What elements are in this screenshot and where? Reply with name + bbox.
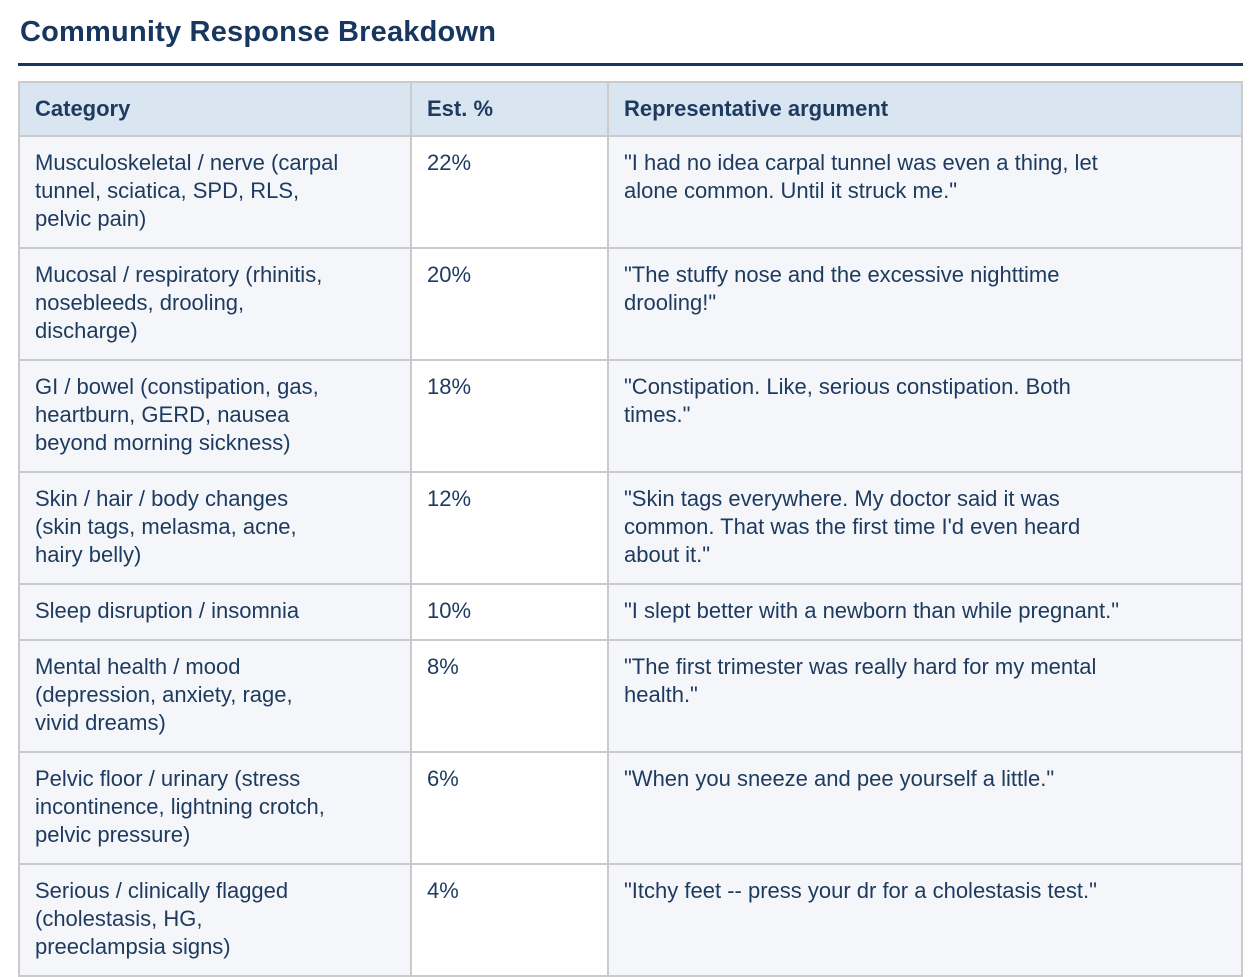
percent-cell: 4% bbox=[410, 863, 609, 977]
category-cell: Musculoskeletal / nerve (carpal tunnel, … bbox=[18, 135, 412, 249]
quote-cell: "Itchy feet -- press your dr for a chole… bbox=[607, 863, 1243, 977]
category-cell: Skin / hair / body changes (skin tags, m… bbox=[18, 471, 412, 585]
page-title: Community Response Breakdown bbox=[20, 16, 497, 48]
percent-cell: 22% bbox=[410, 135, 609, 249]
percent-cell: 6% bbox=[410, 751, 609, 865]
header-representative-argument: Representative argument bbox=[607, 81, 1243, 137]
header-category: Category bbox=[18, 81, 412, 137]
quote-cell: "When you sneeze and pee yourself a litt… bbox=[607, 751, 1243, 865]
quote-cell: "I had no idea carpal tunnel was even a … bbox=[607, 135, 1243, 249]
table-row: Skin / hair / body changes (skin tags, m… bbox=[18, 471, 1243, 585]
header-est-pct: Est. % bbox=[410, 81, 609, 137]
percent-cell: 10% bbox=[410, 583, 609, 641]
table-row: Sleep disruption / insomnia 10% "I slept… bbox=[18, 583, 1243, 641]
table-row: Mucosal / respiratory (rhinitis, noseble… bbox=[18, 247, 1243, 361]
breakdown-table: Category Est. % Representative argument … bbox=[18, 81, 1243, 977]
table-row: Musculoskeletal / nerve (carpal tunnel, … bbox=[18, 135, 1243, 249]
table-row: GI / bowel (constipation, gas, heartburn… bbox=[18, 359, 1243, 473]
percent-cell: 18% bbox=[410, 359, 609, 473]
category-cell: GI / bowel (constipation, gas, heartburn… bbox=[18, 359, 412, 473]
percent-cell: 12% bbox=[410, 471, 609, 585]
quote-cell: "The stuffy nose and the excessive night… bbox=[607, 247, 1243, 361]
category-cell: Pelvic floor / urinary (stress incontine… bbox=[18, 751, 412, 865]
table-row: Mental health / mood (depression, anxiet… bbox=[18, 639, 1243, 753]
quote-cell: "Skin tags everywhere. My doctor said it… bbox=[607, 471, 1243, 585]
percent-cell: 8% bbox=[410, 639, 609, 753]
category-cell: Serious / clinically flagged (cholestasi… bbox=[18, 863, 412, 977]
category-cell: Mental health / mood (depression, anxiet… bbox=[18, 639, 412, 753]
table-header: Category Est. % Representative argument bbox=[18, 81, 1243, 137]
table-row: Serious / clinically flagged (cholestasi… bbox=[18, 863, 1243, 977]
quote-cell: "The first trimester was really hard for… bbox=[607, 639, 1243, 753]
header-row: Category Est. % Representative argument bbox=[18, 81, 1243, 137]
table-body: Musculoskeletal / nerve (carpal tunnel, … bbox=[18, 135, 1243, 977]
quote-cell: "Constipation. Like, serious constipatio… bbox=[607, 359, 1243, 473]
category-cell: Mucosal / respiratory (rhinitis, noseble… bbox=[18, 247, 412, 361]
category-cell: Sleep disruption / insomnia bbox=[18, 583, 412, 641]
percent-cell: 20% bbox=[410, 247, 609, 361]
title-rule bbox=[18, 63, 1243, 66]
quote-cell: "I slept better with a newborn than whil… bbox=[607, 583, 1243, 641]
table-row: Pelvic floor / urinary (stress incontine… bbox=[18, 751, 1243, 865]
